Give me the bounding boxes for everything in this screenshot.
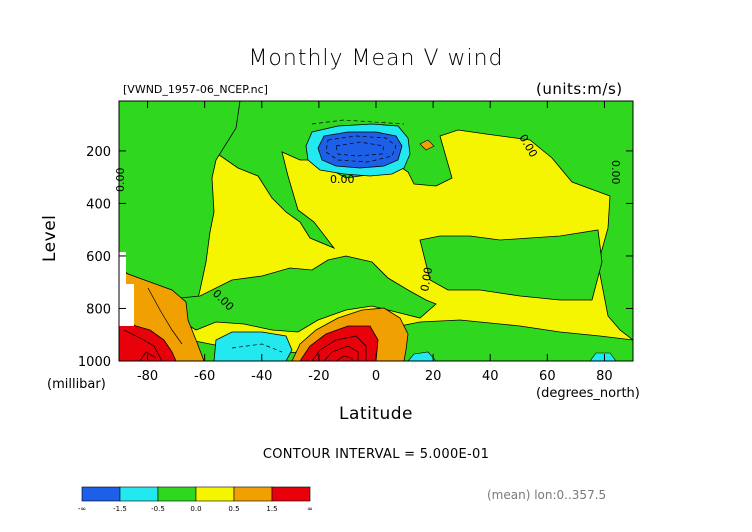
contour-label: 0.00 [330, 173, 355, 186]
positive-inner-contours [123, 287, 367, 361]
colorbar: -∞ -1.5 -0.5 0.0 0.5 1.5 ∞ [78, 486, 313, 513]
colorbar-label: -1.5 [113, 505, 127, 513]
colorbar-label: ∞ [307, 505, 313, 513]
x-tick-label: -80 [137, 369, 158, 384]
y-tick-label: 400 [86, 197, 111, 212]
fill-cyan-bottom-right [407, 351, 617, 361]
y-ticks: 200 400 600 800 1000 [78, 145, 633, 370]
x-tick-label: -20 [308, 369, 329, 384]
fill-orange-small [419, 139, 435, 151]
mean-note: (mean) lon:0..357.5 [487, 488, 607, 502]
fill-blue-core [317, 131, 403, 169]
missing-data-area [119, 252, 134, 326]
contour-label: 0.00 [418, 266, 435, 292]
fill-green-right-mid [419, 229, 603, 301]
x-tick-label: 60 [539, 369, 556, 384]
x-tick-label: 0 [372, 369, 380, 384]
fill-red-left [119, 317, 177, 361]
colorbar-swatch [157, 486, 197, 502]
x-tick-label: -40 [251, 369, 272, 384]
x-tick-label: -60 [194, 369, 215, 384]
contour-label: 0.00 [114, 168, 127, 193]
x-tick-label: 80 [596, 369, 613, 384]
x-axis-label: Latitude [339, 404, 413, 424]
y-tick-label: 800 [86, 302, 111, 317]
colorbar-swatch [271, 486, 311, 502]
colorbar-swatch [233, 486, 273, 502]
x-tick-label: 40 [482, 369, 499, 384]
units-label: (units:m/s) [536, 80, 623, 98]
contour-fill [119, 101, 633, 361]
colorbar-swatch [195, 486, 235, 502]
contour-label: 0.00 [609, 160, 622, 185]
contour-interval-label: CONTOUR INTERVAL = 5.000E-01 [262, 447, 490, 462]
colorbar-label: -0.5 [151, 505, 165, 513]
colorbar-label: 1.5 [266, 505, 277, 513]
y-tick-label: 600 [86, 250, 111, 265]
y-tick-label: 1000 [78, 355, 111, 370]
fill-cyan-lower [213, 331, 293, 361]
colorbar-swatch [119, 486, 159, 502]
colorbar-swatch [81, 486, 121, 502]
colorbar-label: 0.5 [228, 505, 239, 513]
y-tick-label: 200 [86, 145, 111, 160]
colorbar-label: 0.0 [190, 505, 201, 513]
x-axis-unit: (degrees_north) [536, 386, 640, 401]
chart-title: Monthly Mean V wind [248, 46, 504, 71]
file-label: [VWND_1957-06_NCEP.nc] [123, 83, 268, 96]
colorbar-label: -∞ [78, 505, 86, 513]
x-tick-label: 20 [425, 369, 442, 384]
fill-green-mid [159, 255, 437, 333]
negative-dashed-contours [231, 119, 405, 353]
y-axis-unit: (millibar) [47, 377, 106, 392]
x-ticks: -80 -60 -40 -20 0 20 40 60 80 [137, 101, 613, 384]
